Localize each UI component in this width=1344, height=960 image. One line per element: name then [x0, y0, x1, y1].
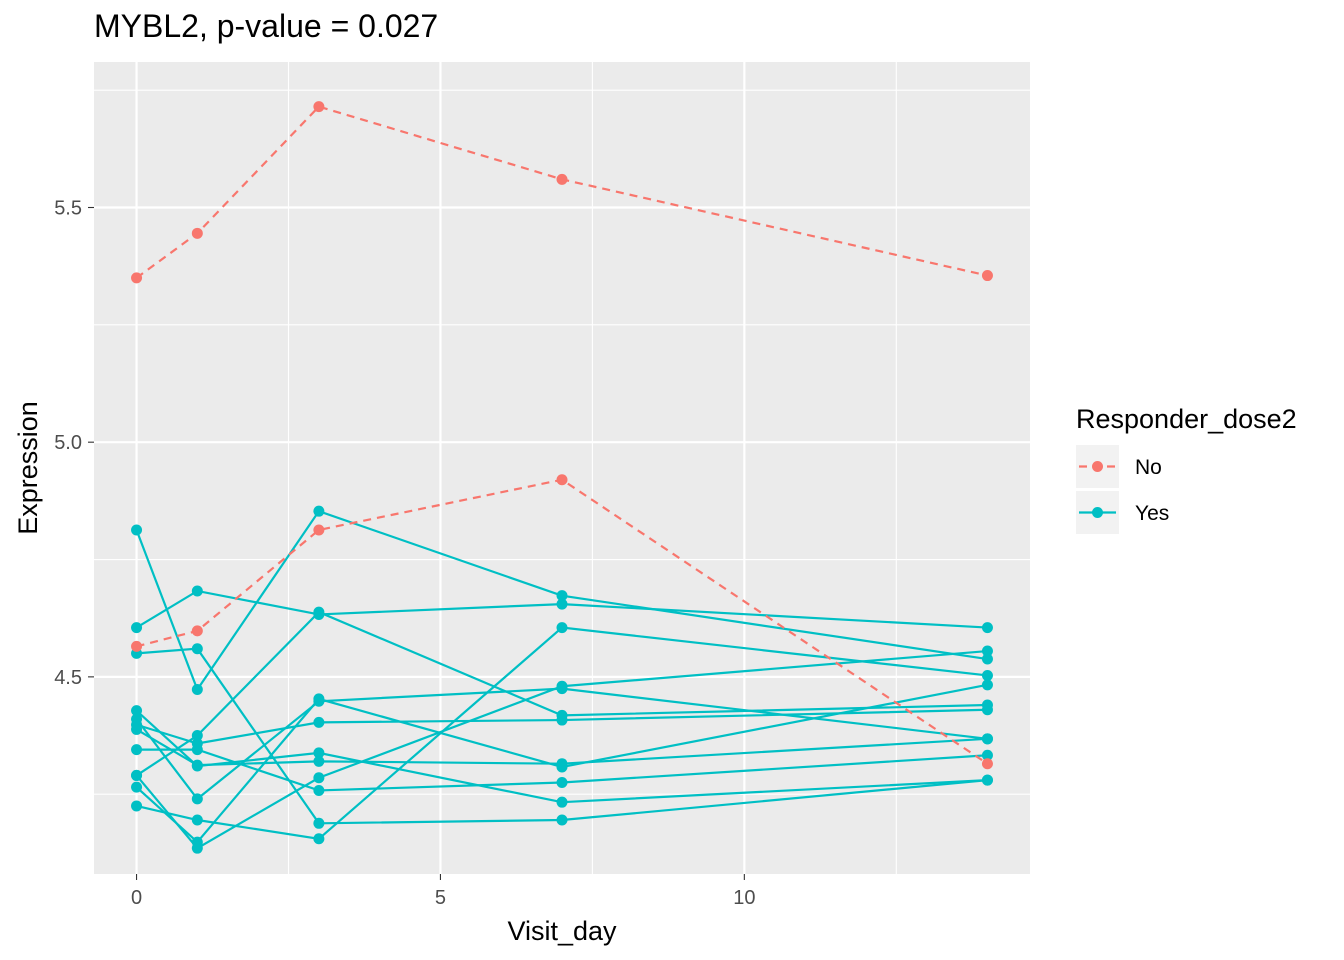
data-point-yes [191, 793, 203, 805]
data-point-no [131, 640, 143, 652]
data-point-yes [131, 781, 143, 793]
data-point-yes [313, 716, 325, 728]
data-point-yes [556, 796, 568, 808]
data-point-no [131, 272, 143, 284]
legend-title: Responder_dose2 [1076, 404, 1297, 434]
data-point-no [556, 173, 568, 185]
data-point-yes [556, 598, 568, 610]
x-tick-label: 5 [435, 887, 446, 909]
data-point-yes [556, 590, 568, 602]
data-point-yes [191, 744, 203, 756]
data-point-yes [556, 761, 568, 773]
legend-label: No [1135, 456, 1162, 479]
data-point-yes [313, 505, 325, 517]
data-point-yes [981, 669, 993, 681]
data-point-no [191, 227, 203, 239]
data-point-yes [131, 723, 143, 735]
data-point-yes [981, 733, 993, 745]
data-point-yes [981, 679, 993, 691]
x-tick-label: 10 [733, 887, 755, 909]
data-point-no [981, 758, 993, 770]
data-point-yes [313, 747, 325, 759]
data-point-yes [981, 774, 993, 786]
data-point-yes [313, 606, 325, 618]
data-point-yes [191, 842, 203, 854]
series-line-no [135, 105, 988, 279]
y-tick-label: 4.5 [54, 667, 82, 689]
data-point-yes [191, 759, 203, 771]
data-point-yes [981, 699, 993, 711]
data-point-yes [313, 784, 325, 796]
data-point-yes [191, 643, 203, 655]
data-point-yes [313, 772, 325, 784]
data-point-yes [981, 645, 993, 657]
data-point-yes [191, 814, 203, 826]
data-point-yes [556, 814, 568, 826]
data-point-yes [131, 524, 143, 536]
data-point-no [981, 270, 993, 282]
data-point-yes [313, 833, 325, 845]
data-point-no [556, 474, 568, 486]
data-point-no [313, 524, 325, 536]
legend-label: Yes [1135, 502, 1169, 525]
data-point-yes [981, 622, 993, 634]
data-point-yes [313, 817, 325, 829]
plot-panel [94, 62, 1030, 874]
data-point-yes [131, 800, 143, 812]
data-point-yes [313, 755, 325, 767]
y-axis-title: Expression [13, 401, 43, 535]
data-point-no [313, 101, 325, 113]
y-tick-label: 5.5 [54, 198, 82, 220]
legend-key-point [1092, 461, 1103, 472]
data-point-yes [556, 776, 568, 788]
chart-title: MYBL2, p-value = 0.027 [94, 8, 439, 44]
data-point-yes [191, 585, 203, 597]
data-point-yes [191, 730, 203, 742]
y-tick-label: 5.0 [54, 432, 82, 454]
data-point-yes [556, 709, 568, 721]
data-point-yes [556, 622, 568, 634]
x-axis-title: Visit_day [507, 916, 617, 946]
data-point-yes [981, 749, 993, 761]
data-point-yes [131, 744, 143, 756]
data-point-yes [131, 769, 143, 781]
data-point-no [191, 625, 203, 637]
data-point-yes [313, 693, 325, 705]
x-tick-label: 0 [131, 887, 142, 909]
data-point-yes [556, 680, 568, 692]
legend-key-point [1092, 507, 1103, 518]
data-point-yes [131, 622, 143, 634]
data-point-yes [131, 705, 143, 717]
data-point-yes [981, 653, 993, 665]
data-point-yes [191, 684, 203, 696]
